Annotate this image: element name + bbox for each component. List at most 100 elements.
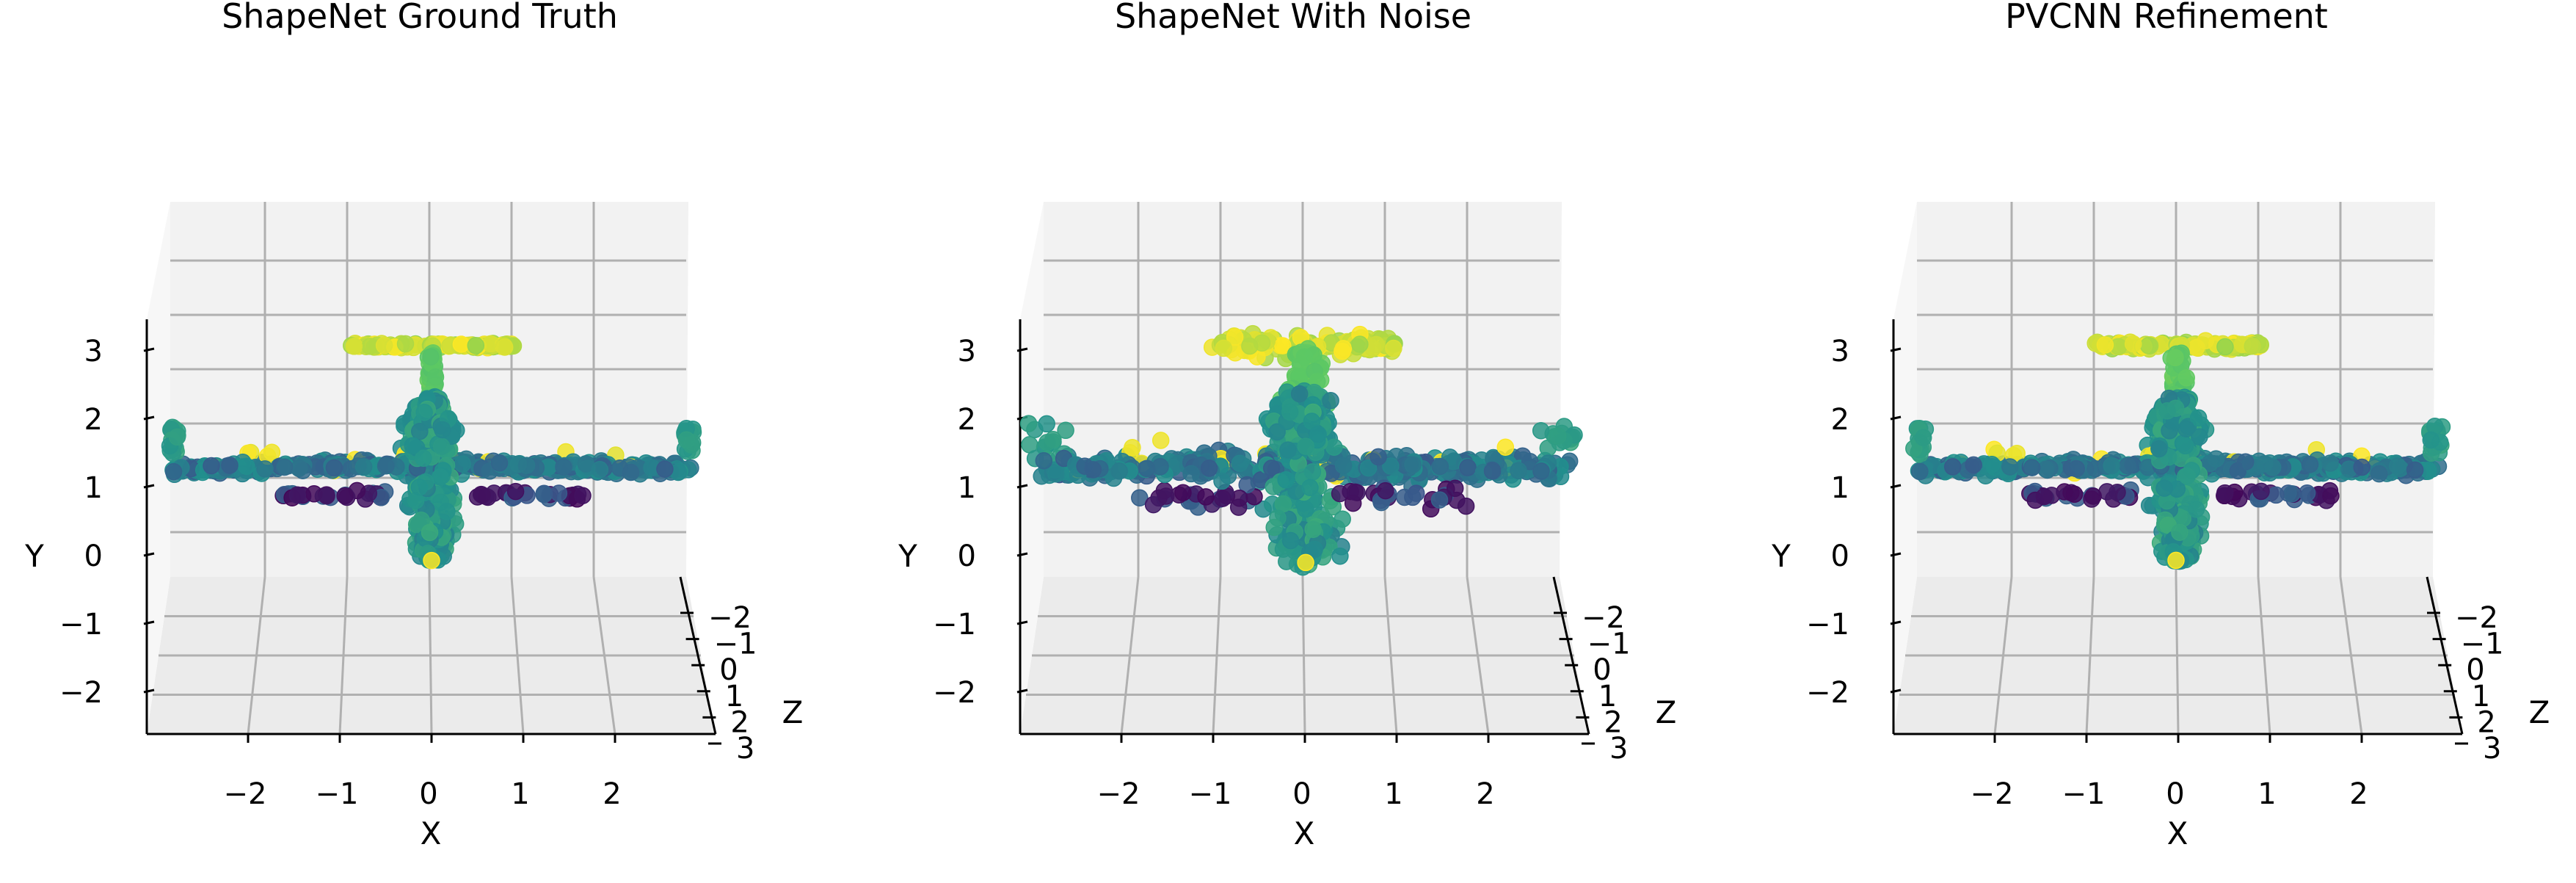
data-point	[1047, 465, 1065, 483]
data-point	[288, 486, 307, 504]
x-tick-label: 1	[2257, 777, 2276, 811]
data-point	[1281, 531, 1300, 550]
z-axis-label: Z	[2529, 694, 2550, 730]
data-point	[495, 338, 514, 356]
data-point	[168, 428, 186, 446]
data-point	[2406, 461, 2424, 479]
data-point	[1334, 457, 1353, 474]
data-point	[415, 403, 433, 421]
y-tick	[1016, 620, 1028, 625]
side-pane	[1020, 202, 1044, 734]
data-point	[611, 459, 629, 477]
data-point	[361, 338, 379, 355]
data-point	[1231, 454, 1249, 473]
x-tick-label: −2	[1097, 777, 1140, 811]
data-point	[591, 461, 609, 479]
data-point	[1019, 415, 1038, 432]
data-point	[275, 458, 294, 476]
data-point	[2422, 431, 2440, 449]
x-tick-label: 0	[1292, 777, 1311, 811]
data-point	[517, 457, 536, 474]
x-tick-label: 0	[419, 777, 437, 811]
data-point	[2158, 402, 2176, 420]
z-tick-label: −1	[1587, 628, 1631, 661]
y-tick-label: 2	[84, 403, 103, 437]
data-point	[422, 348, 440, 366]
data-point	[1303, 463, 1322, 481]
z-tick-label: 1	[725, 680, 743, 713]
data-point	[1215, 339, 1233, 357]
data-point	[1151, 458, 1169, 476]
y-tick	[143, 620, 155, 625]
data-point	[432, 437, 451, 455]
data-point	[1532, 421, 1550, 440]
data-point	[1038, 415, 1055, 433]
data-point	[290, 459, 308, 477]
data-point	[2263, 459, 2282, 476]
data-point	[1279, 441, 1297, 459]
data-point	[1404, 456, 1422, 474]
data-point	[1496, 438, 1515, 456]
y-axis-label: Y	[898, 538, 917, 574]
data-point	[1110, 462, 1128, 480]
x-tick-label: 1	[511, 777, 529, 811]
y-tick-label: 2	[958, 403, 976, 437]
data-point	[2001, 458, 2019, 476]
data-point	[1038, 434, 1056, 451]
z-axis-line	[1552, 576, 1590, 735]
data-point	[1157, 487, 1175, 505]
data-point	[2124, 335, 2142, 353]
data-point	[1457, 497, 1475, 515]
data-point	[2283, 484, 2301, 503]
z-tick-label: −2	[1582, 601, 1625, 635]
data-point	[325, 459, 343, 477]
data-point	[1200, 459, 1218, 477]
data-point	[411, 422, 429, 440]
data-point	[1943, 458, 1962, 476]
chart-panel-1: ShapeNet Ground Truth−2 −1 0 1 2X−2−10123Y−2…	[24, 0, 803, 851]
x-tick-label: −1	[1189, 777, 1232, 811]
y-tick-label: 1	[958, 471, 976, 505]
data-point	[1965, 456, 1982, 474]
y-tick-label: −2	[933, 676, 976, 710]
side-pane	[147, 202, 170, 734]
data-point	[550, 484, 568, 502]
chart-panel-2: ShapeNet With Noise−2 −1 0 1 2X−2−10123Y−2−1…	[898, 0, 1676, 851]
data-point	[2177, 368, 2195, 387]
data-point	[2171, 523, 2188, 541]
data-point	[677, 431, 696, 449]
x-tick-label: 1	[1384, 777, 1402, 811]
x-tick-label: −1	[2062, 777, 2106, 811]
y-tick-label: 0	[1831, 539, 1849, 573]
data-point	[1290, 385, 1309, 403]
data-point	[2035, 487, 2053, 506]
data-point	[2150, 440, 2168, 458]
data-point	[410, 479, 429, 496]
data-point	[656, 460, 674, 478]
data-point	[1911, 462, 1929, 481]
z-tick-label: 2	[730, 705, 749, 739]
data-point	[452, 335, 470, 353]
data-point	[2244, 337, 2261, 355]
z-tick-label: 1	[1598, 680, 1617, 713]
data-point	[396, 335, 415, 353]
y-tick-label: 0	[84, 539, 103, 573]
x-tick-label: −2	[1971, 777, 2014, 811]
data-point	[2167, 551, 2185, 570]
data-point	[1459, 459, 1477, 476]
data-point	[2155, 479, 2173, 497]
data-point	[1241, 337, 1259, 355]
data-point	[1304, 520, 1322, 538]
x-tick-label: −2	[224, 777, 267, 811]
data-point	[423, 551, 440, 570]
z-tick-label: −2	[708, 601, 752, 635]
data-point	[426, 368, 445, 386]
point-cloud	[1019, 324, 1583, 576]
y-tick-label: −1	[933, 608, 976, 642]
data-point	[345, 338, 363, 355]
data-point	[2096, 336, 2114, 354]
data-point	[2176, 437, 2194, 455]
data-point	[1297, 553, 1314, 572]
data-point	[256, 460, 274, 478]
